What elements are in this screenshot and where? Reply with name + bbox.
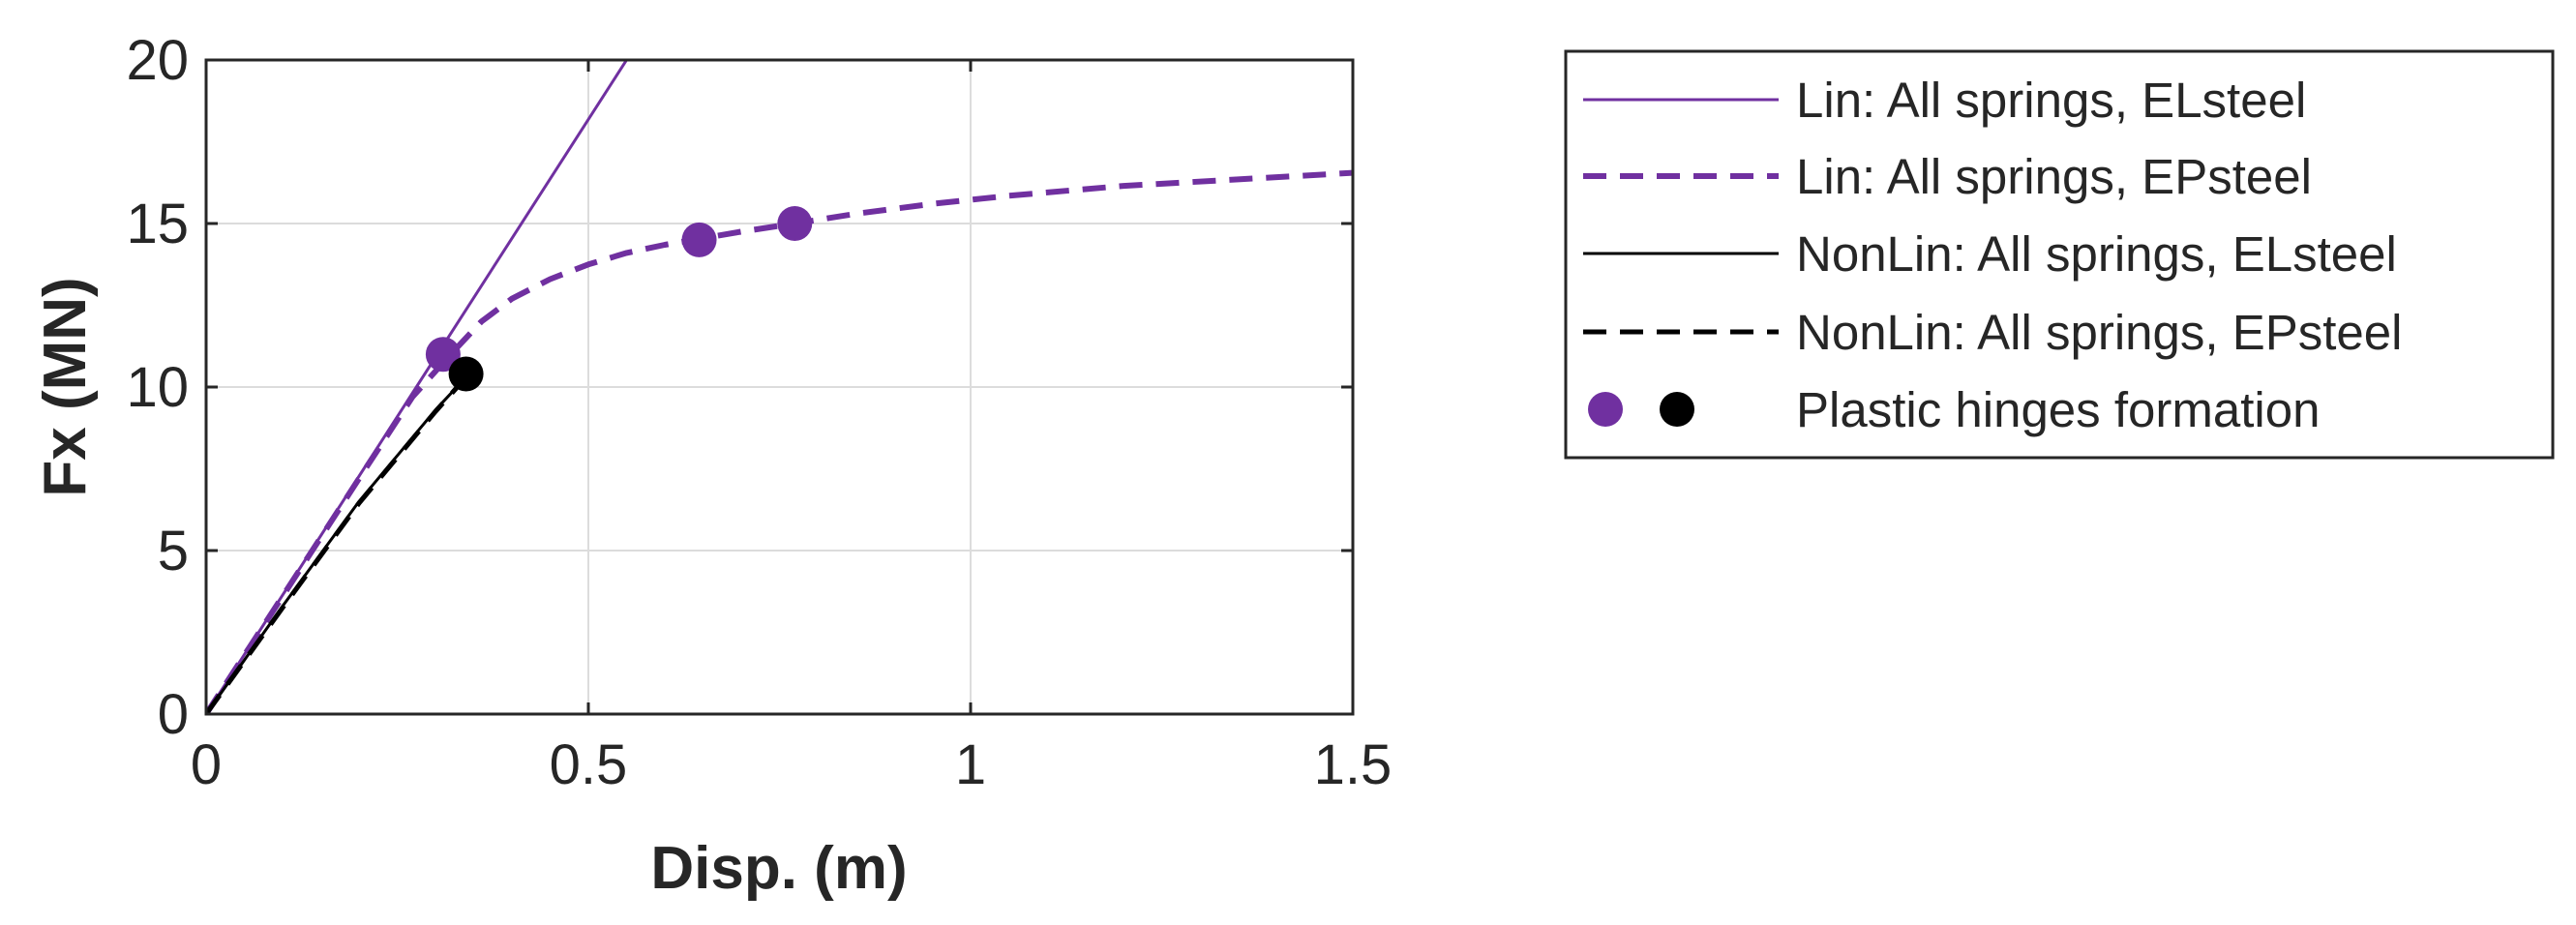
y-axis-title: Fx (MN) (32, 277, 99, 496)
legend-label-lin-elsteel: Lin: All springs, ELsteel (1796, 73, 2306, 128)
hinge-marker (448, 356, 484, 392)
y-tick-label: 15 (126, 193, 189, 255)
x-tick-label: 1.5 (1314, 733, 1393, 796)
hinge-marker (425, 337, 461, 373)
series-line-1 (206, 169, 1353, 714)
grid (206, 60, 1353, 714)
axis-ticks (204, 58, 1355, 716)
x-tick-label: 0.5 (550, 733, 628, 796)
y-tick-label: 10 (126, 356, 189, 419)
hinge-marker (681, 222, 717, 257)
hinge-marker (777, 206, 813, 241)
y-tick-labels: 0 5 10 15 20 (126, 29, 189, 746)
legend-label-nonlin-elsteel: NonLin: All springs, ELsteel (1796, 226, 2397, 282)
y-tick-label: 20 (126, 29, 189, 92)
legend: Lin: All springs, ELsteel Lin: All sprin… (1564, 49, 2555, 460)
legend-label-nonlin-epsteel: NonLin: All springs, EPsteel (1796, 305, 2403, 360)
y-tick-label: 5 (158, 520, 189, 582)
series-lines (206, 60, 1353, 714)
y-tick-label: 0 (158, 683, 189, 746)
legend-label-lin-epsteel: Lin: All springs, EPsteel (1796, 149, 2312, 204)
legend-marker-purple (1588, 392, 1623, 427)
legend-marker-black (1660, 392, 1694, 427)
x-tick-label: 0 (191, 733, 222, 796)
x-tick-labels: 0 0.5 1 1.5 (191, 733, 1392, 796)
x-tick-label: 1 (955, 733, 986, 796)
series-line-3 (206, 375, 468, 714)
legend-label-hinges: Plastic hinges formation (1796, 382, 2320, 437)
x-axis-title: Disp. (m) (650, 835, 907, 902)
hinge-markers (425, 206, 813, 392)
